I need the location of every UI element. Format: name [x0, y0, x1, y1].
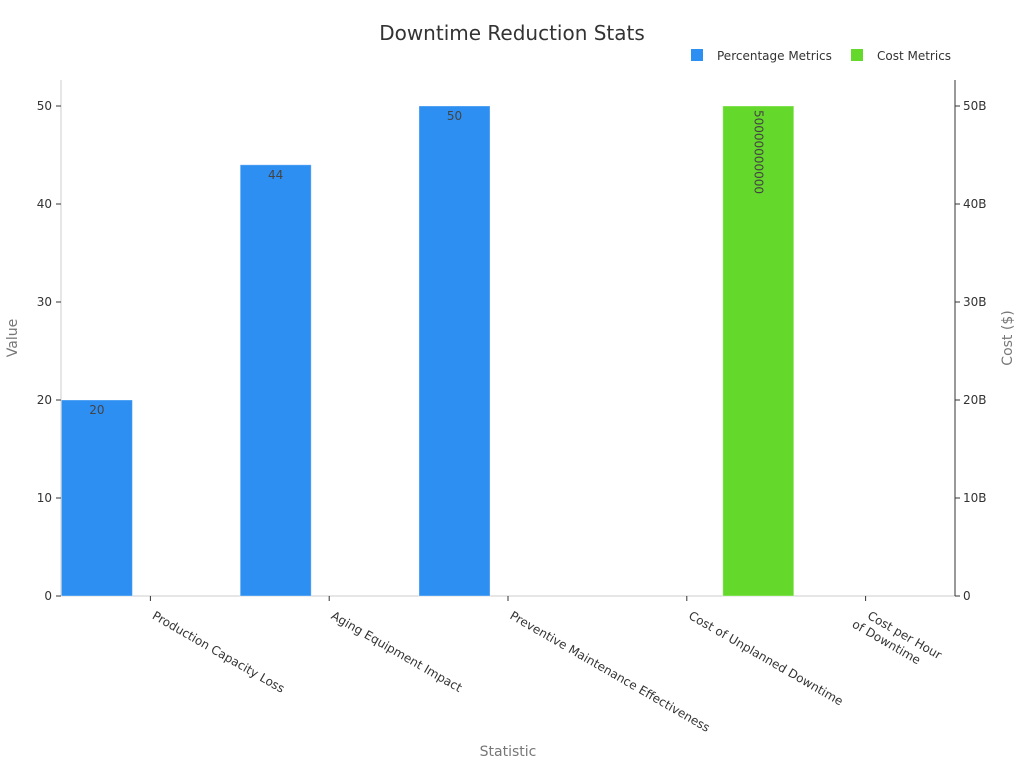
left-tick-label: 20 [37, 393, 52, 407]
right-tick-label: 10B [963, 491, 987, 505]
x-axis-label: Statistic [480, 744, 537, 760]
bar-percentage[interactable] [60, 399, 133, 597]
category-label: Production Capacity Loss [150, 608, 287, 695]
legend-label-percentage[interactable]: Percentage Metrics [717, 49, 832, 63]
bar-value-label: 44 [268, 168, 283, 182]
bars [60, 105, 795, 597]
category-label-line: Production Capacity Loss [150, 608, 287, 695]
category-label: Cost per Hourof Downtime [850, 604, 944, 675]
left-tick-label: 50 [37, 99, 52, 113]
left-tick-label: 10 [37, 491, 52, 505]
right-tick-label: 30B [963, 295, 987, 309]
bar-value-label: 20 [89, 403, 104, 417]
right-axis-ticks: 0 10B 20B 30B 40B 50B [955, 99, 987, 603]
left-tick-label: 40 [37, 197, 52, 211]
right-tick-label: 50B [963, 99, 987, 113]
category-label: Cost of Unplanned Downtime [686, 608, 845, 708]
category-label: Preventive Maintenance Effectiveness [508, 608, 713, 734]
bar-percentage[interactable] [239, 164, 312, 597]
left-tick-label: 0 [44, 589, 52, 603]
legend-swatch-percentage [691, 49, 703, 61]
legend: Percentage Metrics Cost Metrics [691, 49, 951, 63]
y-axis-label: Value [5, 319, 21, 357]
bar-cost[interactable] [722, 105, 795, 597]
right-tick-label: 20B [963, 393, 987, 407]
category-label-line: Aging Equipment Impact [329, 608, 465, 695]
chart-title: Downtime Reduction Stats [379, 21, 645, 45]
bar-value-label: 50000000000 [751, 110, 765, 194]
category-label: Aging Equipment Impact [329, 608, 465, 695]
y2-axis-label: Cost ($) [1000, 310, 1016, 365]
left-tick-label: 30 [37, 295, 52, 309]
category-label-line: Cost of Unplanned Downtime [686, 608, 845, 708]
left-axis-ticks: 0 10 20 30 40 50 [37, 99, 61, 603]
right-tick-label: 0 [963, 589, 971, 603]
legend-swatch-cost [851, 49, 863, 61]
bar-value-label: 50 [447, 109, 462, 123]
category-label-line: Preventive Maintenance Effectiveness [508, 608, 713, 734]
legend-label-cost[interactable]: Cost Metrics [877, 49, 951, 63]
bar-percentage[interactable] [418, 105, 491, 597]
category-labels: Production Capacity Loss Aging Equipment … [149, 596, 944, 735]
bar-data-labels: 20 44 50 50000000000 [89, 109, 765, 417]
right-tick-label: 40B [963, 197, 987, 211]
